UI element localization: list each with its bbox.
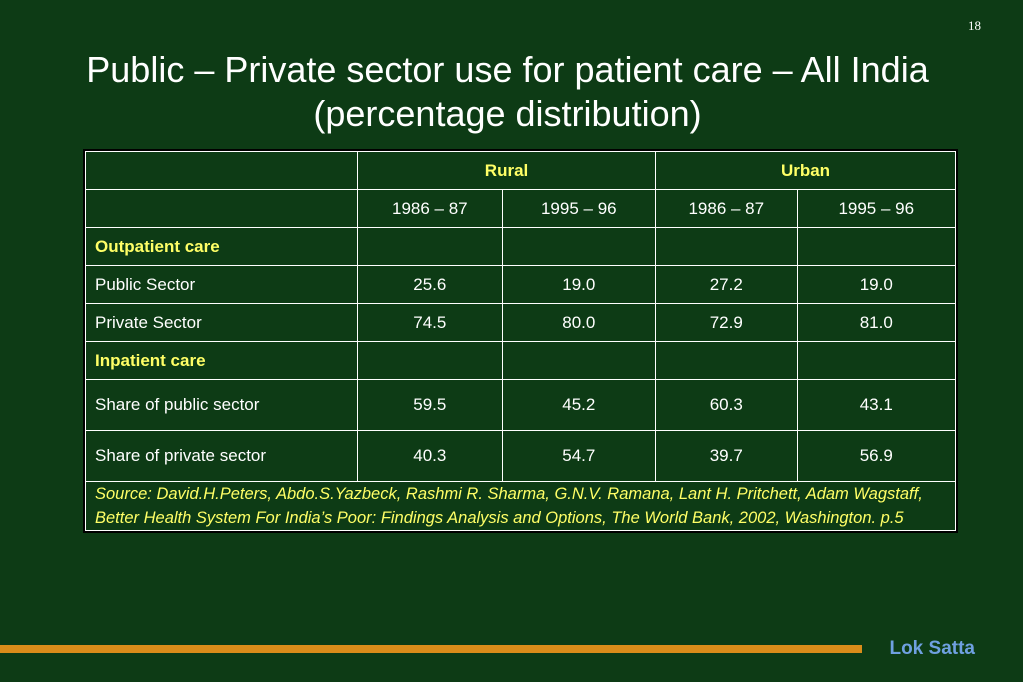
header-rural: Rural xyxy=(357,151,657,190)
section-heading-row: Inpatient care xyxy=(84,341,957,380)
empty-cell xyxy=(501,341,657,380)
empty-cell xyxy=(796,227,957,266)
empty-cell xyxy=(655,341,798,380)
table-cell: 45.2 xyxy=(501,379,657,431)
table-cell: 54.7 xyxy=(501,430,657,482)
table-cell: 56.9 xyxy=(796,430,957,482)
section-heading-outpatient: Outpatient care xyxy=(84,227,359,266)
table-row: Share of public sector 59.5 45.2 60.3 43… xyxy=(84,379,957,431)
footer-bar xyxy=(0,645,862,653)
data-table: Rural Urban 1986 – 87 1995 – 96 1986 – 8… xyxy=(83,149,958,533)
row-label: Public Sector xyxy=(84,265,359,304)
empty-cell xyxy=(655,227,798,266)
table-cell: 25.6 xyxy=(357,265,503,304)
row-label: Share of private sector xyxy=(84,430,359,482)
row-label: Private Sector xyxy=(84,303,359,342)
table-cell: 80.0 xyxy=(501,303,657,342)
row-label: Share of public sector xyxy=(84,379,359,431)
slide-number: 18 xyxy=(968,18,981,33)
period-empty-cell xyxy=(84,189,359,228)
table-row: Private Sector 74.5 80.0 72.9 81.0 xyxy=(84,303,957,342)
empty-cell xyxy=(357,341,503,380)
source-row: Source: David.H.Peters, Abdo.S.Yazbeck, … xyxy=(85,481,956,531)
empty-cell xyxy=(501,227,657,266)
table-cell: 72.9 xyxy=(655,303,798,342)
slide-title: Public – Private sector use for patient … xyxy=(86,49,929,134)
source-note: Source: David.H.Peters, Abdo.S.Yazbeck, … xyxy=(85,481,956,531)
table-cell: 81.0 xyxy=(796,303,957,342)
table-cell: 59.5 xyxy=(357,379,503,431)
table-cell: 19.0 xyxy=(501,265,657,304)
table-cell: 19.0 xyxy=(796,265,957,304)
header-urban: Urban xyxy=(655,151,956,190)
table-cell: 40.3 xyxy=(357,430,503,482)
footer-brand: Lok Satta xyxy=(889,638,975,659)
period-header: 1986 – 87 xyxy=(357,189,503,228)
table-row: Share of private sector 40.3 54.7 39.7 5… xyxy=(84,430,957,482)
table-cell: 74.5 xyxy=(357,303,503,342)
section-heading-inpatient: Inpatient care xyxy=(84,341,359,380)
table-cell: 27.2 xyxy=(655,265,798,304)
header-empty-cell xyxy=(84,151,359,190)
empty-cell xyxy=(357,227,503,266)
table-cell: 60.3 xyxy=(655,379,798,431)
section-heading-row: Outpatient care xyxy=(84,227,957,266)
table-row: Public Sector 25.6 19.0 27.2 19.0 xyxy=(84,265,957,304)
period-header: 1995 – 96 xyxy=(796,189,957,228)
period-header: 1995 – 96 xyxy=(501,189,657,228)
table-header-row: Rural Urban xyxy=(84,151,956,190)
empty-cell xyxy=(796,341,957,380)
period-header: 1986 – 87 xyxy=(655,189,798,228)
table-cell: 39.7 xyxy=(655,430,798,482)
table-cell: 43.1 xyxy=(796,379,957,431)
period-header-row: 1986 – 87 1995 – 96 1986 – 87 1995 – 96 xyxy=(84,189,957,228)
